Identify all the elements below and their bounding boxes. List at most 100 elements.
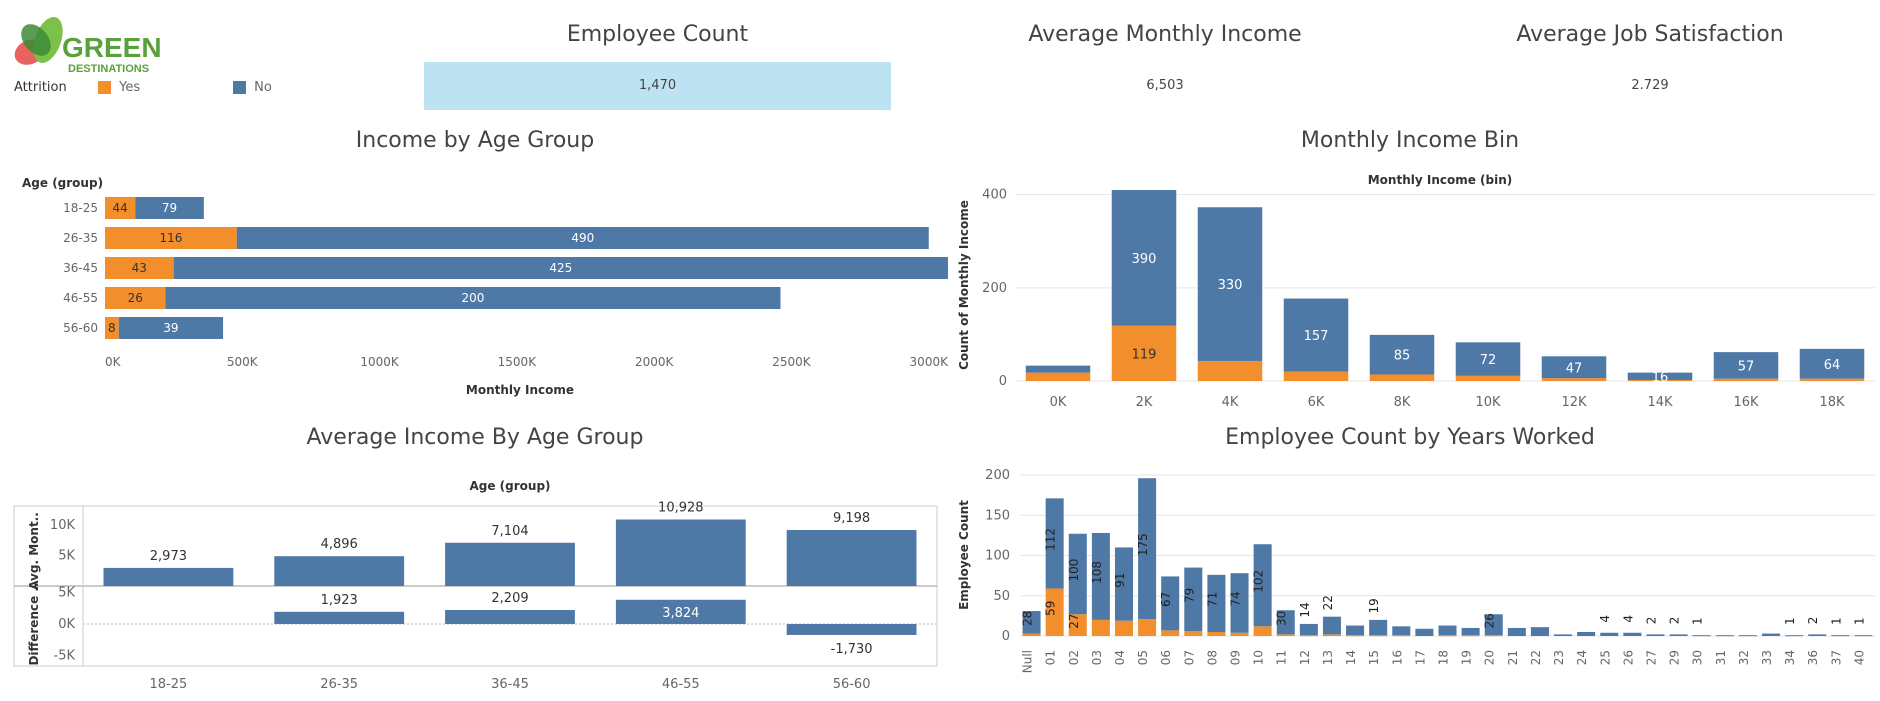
bar-no <box>1623 632 1642 636</box>
bar-yes <box>1283 371 1349 381</box>
bar-no <box>1713 352 1779 379</box>
bar-no <box>1854 635 1873 637</box>
bar-no <box>1197 207 1263 361</box>
legend-item-no[interactable]: No <box>233 80 272 95</box>
bar-yes <box>1022 633 1041 636</box>
bar-label: 1 <box>1783 617 1797 625</box>
y-tick-label: 5K <box>58 585 75 600</box>
x-tick-label: 4K <box>1222 395 1239 410</box>
bar-avg-income <box>274 611 405 624</box>
x-tick-label: 18K <box>1819 395 1845 410</box>
bar-no <box>236 227 929 249</box>
bar-yes <box>1541 378 1607 381</box>
bar-label: 28 <box>1021 611 1035 626</box>
x-tick-label: Null <box>1021 650 1035 673</box>
bar-label: 57 <box>1738 359 1755 374</box>
bar-avg-income <box>786 530 917 586</box>
x-tick-label: 02 <box>1067 650 1081 665</box>
bar-no <box>1738 635 1757 637</box>
bar-no <box>1415 628 1434 636</box>
x-tick-label: 14 <box>1344 650 1358 665</box>
bar-label: 112 <box>1044 528 1058 551</box>
bar-label: 26 <box>128 291 143 305</box>
bar-yes <box>1184 631 1203 636</box>
x-tick-label: 31 <box>1714 650 1728 665</box>
bar-label: 4 <box>1598 615 1612 623</box>
bar-yes <box>1799 378 1865 381</box>
bar-no <box>1600 632 1619 636</box>
bar-label: 200 <box>461 291 484 305</box>
bar-label: 2 <box>1668 617 1682 625</box>
bar-yes <box>1369 374 1435 381</box>
bar-no <box>1554 634 1573 636</box>
bar-label: 64 <box>1824 358 1841 373</box>
x-tick-label: 36 <box>1806 650 1820 665</box>
x-tick-label: 22 <box>1529 650 1543 665</box>
bar-no <box>1507 627 1526 636</box>
legend-title: Attrition <box>14 80 67 95</box>
x-tick-label: 06 <box>1159 650 1173 665</box>
x-tick-label: 6K <box>1308 395 1325 410</box>
bar-label: 79 <box>162 201 177 215</box>
bar-yes <box>1111 325 1177 381</box>
bar-no <box>1369 619 1388 636</box>
x-tick-label: 14K <box>1647 395 1673 410</box>
attrition-legend: Attrition Yes No <box>14 80 314 100</box>
y-tick-label: 50 <box>993 589 1010 604</box>
bar-yes <box>1392 635 1411 637</box>
x-tick-label: 16 <box>1390 650 1404 665</box>
x-tick-label: 18 <box>1437 650 1451 665</box>
kpi-title: Average Job Satisfaction <box>1516 22 1784 47</box>
bar-no <box>1669 634 1688 636</box>
bar-no <box>1068 533 1087 615</box>
bar-yes <box>1369 635 1388 637</box>
legend-item-yes[interactable]: Yes <box>98 80 140 95</box>
y-tick-label: 200 <box>982 281 1007 296</box>
y-tick-label: 400 <box>982 188 1007 203</box>
y-tick-label: 0K <box>58 617 75 632</box>
bar-yes <box>105 287 166 309</box>
bar-yes <box>1207 631 1226 636</box>
bar-label: 175 <box>1136 533 1150 556</box>
x-tick-label: 04 <box>1113 650 1127 665</box>
kpi-value: 1,470 <box>638 78 677 93</box>
row-label: 56-60 <box>63 321 98 335</box>
bar-yes <box>1713 378 1779 381</box>
bar-label: 8 <box>108 321 116 335</box>
leaf-logo-icon <box>14 17 63 65</box>
bar-label: 22 <box>1321 595 1335 610</box>
bar-no <box>1276 610 1295 635</box>
bar-yes <box>1253 626 1272 636</box>
bar-yes <box>1197 360 1263 381</box>
bar-no <box>1091 532 1110 620</box>
x-tick-label: 0K <box>1050 395 1067 410</box>
bar-label: 71 <box>1205 592 1219 607</box>
bar-no <box>1322 616 1341 635</box>
x-tick-label: 07 <box>1182 650 1196 665</box>
top-axis-title: Monthly Income (bin) <box>1368 173 1513 187</box>
bar-yes <box>1114 620 1133 636</box>
x-tick-label: 19 <box>1460 650 1474 665</box>
kpi-average-job-satisfaction[interactable]: Average Job Satisfaction 2.729 <box>1420 20 1880 112</box>
brand-logo: GREEN DESTINATIONS <box>8 10 162 76</box>
bar-yes <box>1455 375 1521 381</box>
x-tick-label: 34 <box>1783 650 1797 665</box>
bar-yes <box>1138 619 1157 636</box>
bar-label: 425 <box>549 261 572 275</box>
y-tick-label: 100 <box>985 549 1010 564</box>
bar-label: 1 <box>1852 617 1866 625</box>
x-tick-label: 26-35 <box>320 677 358 692</box>
x-tick-label: 12K <box>1561 395 1587 410</box>
bar-no <box>135 197 204 219</box>
bar-avg-income <box>445 542 575 586</box>
y-axis-title: Avg. Mont.. <box>27 512 41 590</box>
x-tick-label: 40 <box>1852 650 1866 665</box>
bar-label: 79 <box>1182 588 1196 603</box>
bar-yes <box>1346 635 1365 637</box>
kpi-employee-count[interactable]: Employee Count 1,470 <box>424 20 891 112</box>
x-tick-label: 24 <box>1575 650 1589 665</box>
kpi-average-monthly-income[interactable]: Average Monthly Income 6,503 <box>930 20 1400 112</box>
row-label: 26-35 <box>63 231 98 245</box>
bar-no <box>1785 635 1804 637</box>
x-tick-label: 18-25 <box>150 677 188 692</box>
